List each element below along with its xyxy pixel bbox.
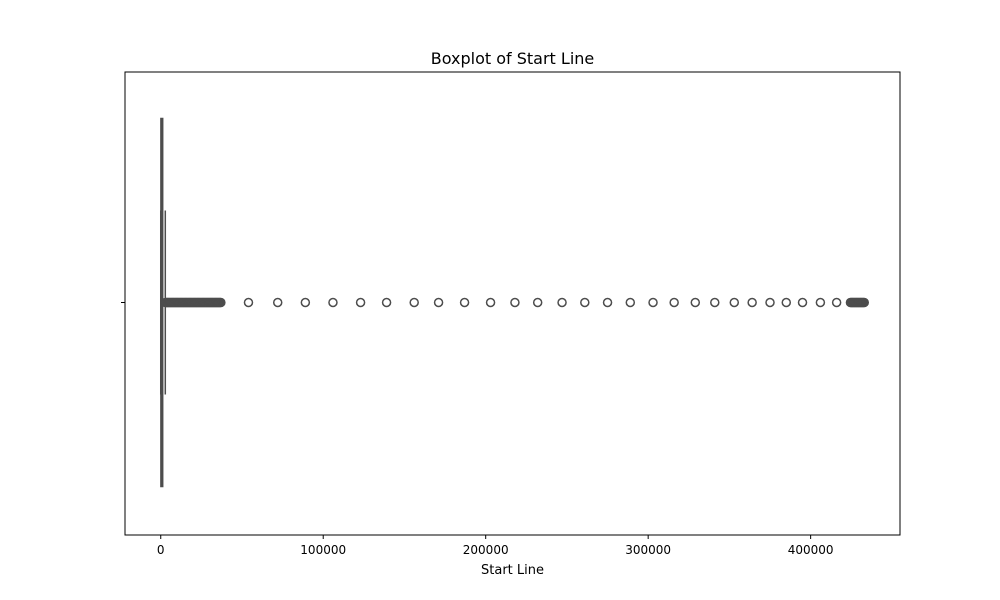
x-tick-label: 0 [157,543,165,557]
outlier-point [557,297,567,308]
plot-area-frame [124,71,901,536]
outlier-point [216,297,226,308]
outlier-point [459,297,470,308]
outlier-point [710,297,720,308]
outlier-point [602,297,613,308]
outlier-point [690,297,701,308]
outlier-point [648,297,658,308]
x-axis-label: Start Line [481,563,544,578]
outlier-group [160,297,870,308]
x-axis-ticks: 0 100000 200000 300000 400000 [157,535,834,557]
outlier-point [831,297,842,308]
outlier-point [532,297,543,308]
x-tick-label: 400000 [788,543,834,557]
outlier-point [729,297,740,308]
outlier-point [797,297,808,308]
outlier-point [815,297,826,308]
outlier-point [625,297,636,308]
outlier-point [510,297,520,308]
outlier-point [669,297,679,308]
x-tick-label: 300000 [625,543,671,557]
outlier-point [381,297,392,308]
outlier-point [272,297,283,308]
chart-title: Boxplot of Start Line [431,49,595,68]
outlier-point [781,297,792,308]
outlier-point [747,297,757,308]
x-tick-label: 200000 [463,543,509,557]
outlier-point [243,297,254,308]
outlier-point [355,297,366,308]
outlier-point [433,297,444,308]
outlier-point [328,297,338,308]
x-tick-label: 100000 [300,543,346,557]
outlier-point [485,297,496,308]
outlier-point [580,297,590,308]
outlier-point [859,297,870,308]
outlier-point [409,297,419,308]
outlier-point [300,297,311,308]
outlier-point [765,297,775,308]
